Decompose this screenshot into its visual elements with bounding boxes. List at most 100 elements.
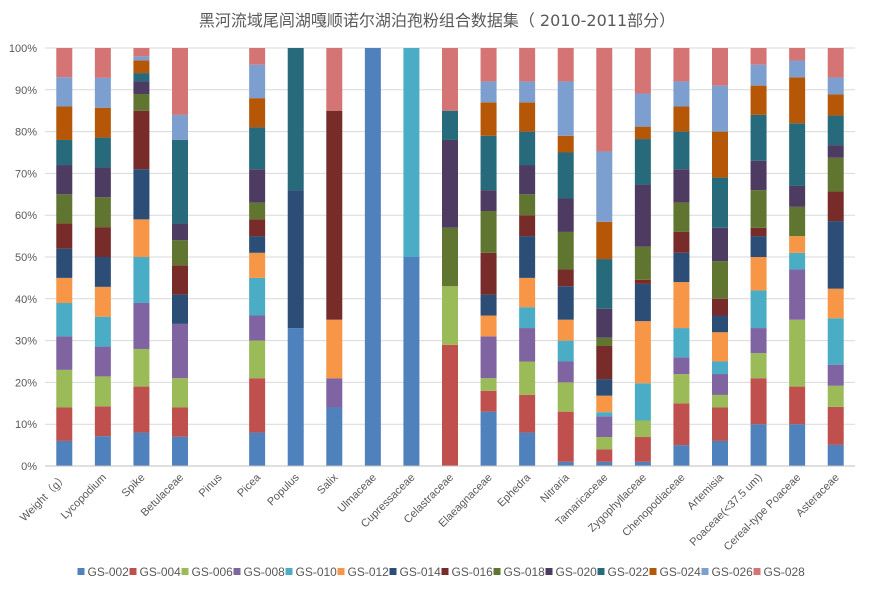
bar-segment: [827, 94, 844, 116]
bar-segment: [596, 151, 613, 222]
bar-segment: [326, 407, 343, 466]
bar-segment: [596, 416, 613, 438]
y-tick-label: 100%: [9, 43, 37, 55]
bar-segment: [557, 48, 574, 82]
bar-segment: [596, 379, 613, 396]
bar-segment: [712, 131, 728, 178]
bar-segment: [712, 361, 728, 375]
bar-segment: [712, 227, 728, 262]
bar-segment: [94, 257, 111, 287]
bar-segment: [750, 114, 767, 161]
bar-segment: [712, 315, 728, 333]
bar-segment: [673, 106, 690, 132]
bar-segment: [634, 48, 651, 94]
bar-segment: [480, 102, 497, 136]
bar-segment: [789, 206, 806, 237]
legend-swatch: [337, 568, 345, 575]
bars: [56, 48, 844, 466]
bar-segment: [172, 139, 188, 224]
bar-segment: [673, 328, 690, 358]
legend-swatch: [753, 568, 761, 575]
bar-segment: [249, 202, 266, 220]
bar-segment: [519, 194, 536, 216]
y-tick-label: 60%: [15, 210, 37, 222]
bar-segment: [557, 461, 574, 466]
legend-label: GS-024: [660, 565, 702, 579]
bar-segment: [480, 411, 497, 466]
bar-segment: [133, 386, 150, 433]
legend-label: GS-004: [140, 565, 182, 579]
bar-segment: [673, 169, 690, 203]
bar-segment: [172, 114, 188, 140]
bar-segment: [712, 298, 728, 316]
bar-segment: [712, 374, 728, 395]
bar-segment: [827, 157, 844, 192]
bar-segment: [133, 56, 150, 61]
bar-segment: [750, 257, 767, 291]
bar-segment: [596, 461, 613, 466]
legend-item: GS-028: [753, 565, 805, 579]
bar-segment: [287, 190, 304, 329]
bar-segment: [673, 252, 690, 283]
bar-segment: [789, 386, 806, 425]
bar-segment: [827, 385, 844, 407]
y-tick-label: 40%: [15, 294, 37, 306]
y-tick-label: 10%: [15, 419, 37, 431]
legend-item: GS-002: [77, 565, 129, 579]
bar-segment: [56, 407, 73, 441]
bar-segment: [249, 169, 266, 203]
bar-segment: [712, 48, 728, 86]
bar-segment: [827, 221, 844, 289]
bar-segment: [750, 378, 767, 425]
bar-segment: [133, 219, 150, 257]
bar-segment: [557, 286, 574, 320]
bar-segment: [480, 315, 497, 337]
bar-segment: [56, 369, 73, 408]
legend-swatch: [597, 568, 605, 575]
legend-item: GS-022: [597, 565, 649, 579]
bar-segment: [249, 277, 266, 316]
bar-segment: [480, 252, 497, 295]
y-tick-label: 50%: [15, 252, 37, 264]
x-tick-label: Salix: [315, 471, 341, 497]
bar-segment: [634, 139, 651, 185]
bar-segment: [519, 394, 536, 433]
bar-segment: [56, 302, 73, 337]
legend-swatch: [233, 568, 241, 575]
bar-segment: [56, 440, 73, 466]
bar-segment: [557, 269, 574, 287]
bar-segment: [827, 364, 844, 386]
bar-segment: [480, 190, 497, 212]
bar-segment: [133, 81, 150, 94]
x-tick-label: Populus: [265, 471, 302, 508]
bar-segment: [673, 282, 690, 329]
legend-swatch: [701, 568, 709, 575]
bar-segment: [596, 337, 613, 346]
bar-segment: [172, 436, 188, 466]
bar-segment: [557, 135, 574, 153]
bar-segment: [133, 73, 150, 82]
x-tick-label: Picea: [235, 471, 264, 500]
bar-segment: [557, 319, 574, 341]
bar-segment: [326, 319, 343, 379]
bar-segment: [94, 48, 111, 78]
legend-swatch: [545, 568, 553, 575]
bar-segment: [519, 432, 536, 466]
y-tick-label: 0%: [21, 461, 37, 473]
legend-swatch: [181, 568, 189, 575]
bar-segment: [56, 223, 73, 249]
legend-label: GS-014: [400, 565, 442, 579]
bar-segment: [596, 221, 613, 260]
legend-item: GS-008: [233, 565, 285, 579]
bar-segment: [673, 357, 690, 375]
bar-segment: [287, 328, 304, 466]
bar-segment: [673, 403, 690, 446]
bar-segment: [56, 277, 73, 303]
bar-segment: [789, 269, 806, 320]
bar-segment: [133, 48, 150, 57]
bar-segment: [712, 177, 728, 228]
bar-segment: [133, 93, 150, 111]
bar-segment: [789, 60, 806, 78]
bar-segment: [172, 378, 188, 408]
legend-item: GS-010: [285, 565, 337, 579]
